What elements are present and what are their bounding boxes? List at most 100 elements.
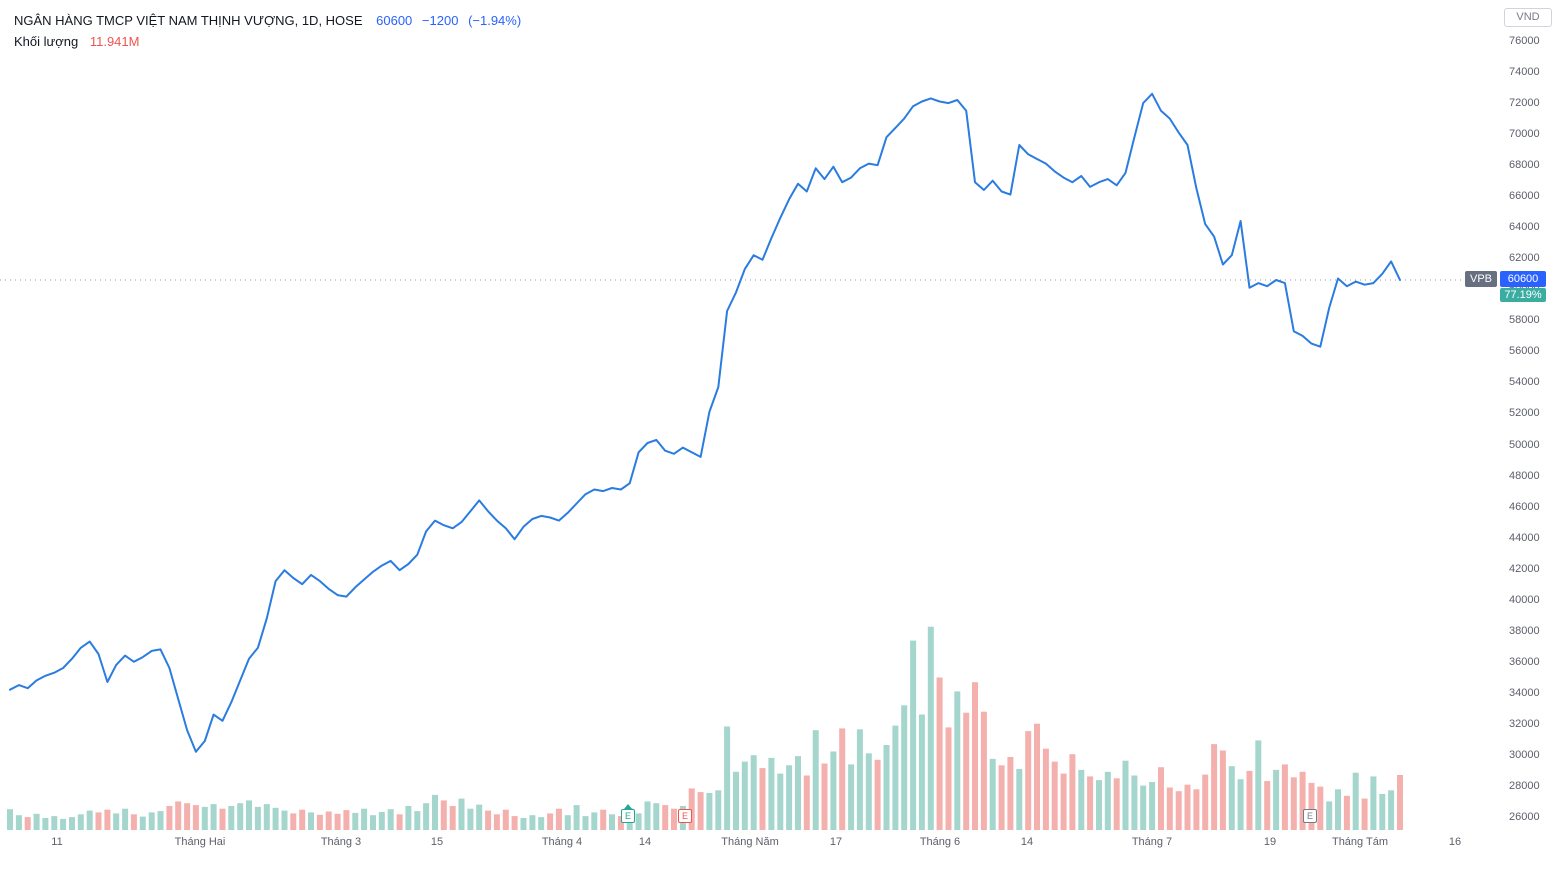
volume-bar xyxy=(308,812,314,830)
volume-bar xyxy=(1051,761,1058,830)
time-tick-label: 19 xyxy=(1263,836,1277,848)
time-tick-label: Tháng 7 xyxy=(1131,836,1173,848)
volume-bar xyxy=(1113,778,1120,830)
volume-bar xyxy=(573,805,580,830)
volume-bar xyxy=(901,705,908,830)
earnings-marker-neutral[interactable]: E xyxy=(1303,809,1317,823)
price-change: −1200 xyxy=(421,13,459,28)
volume-bar xyxy=(963,712,970,830)
price-tick-label: 28000 xyxy=(1509,780,1540,792)
volume-bar xyxy=(918,714,925,830)
earnings-marker-up[interactable]: E xyxy=(621,804,635,823)
earnings-marker-down[interactable]: E xyxy=(678,809,692,823)
volume-bar xyxy=(1211,744,1218,830)
volume-indicator-label[interactable]: Khối lượng xyxy=(14,34,79,49)
volume-bar xyxy=(786,765,793,830)
volume-bar xyxy=(175,801,182,830)
volume-bar xyxy=(476,804,483,830)
symbol-title[interactable]: NGÂN HÀNG TMCP VIỆT NAM THỊNH VƯỢNG, 1D,… xyxy=(14,13,363,28)
volume-bar xyxy=(1042,748,1049,830)
volume-bar xyxy=(122,808,129,830)
volume-bar xyxy=(192,805,199,830)
volume-bar xyxy=(1326,801,1333,830)
volume-bar xyxy=(927,626,934,830)
volume-bar xyxy=(582,816,589,830)
volume-bar xyxy=(1149,782,1156,830)
time-tick-label: 15 xyxy=(430,836,444,848)
price-tick-label: 52000 xyxy=(1509,407,1540,419)
price-tick-label: 42000 xyxy=(1509,563,1540,575)
volume-bar xyxy=(1078,769,1085,830)
volume-bar xyxy=(219,808,226,830)
volume-bar xyxy=(724,726,731,830)
volume-bar xyxy=(387,809,394,830)
volume-bar xyxy=(768,757,775,830)
volume-bar xyxy=(449,806,456,830)
volume-bar xyxy=(910,640,917,830)
price-tick-label: 70000 xyxy=(1509,128,1540,140)
price-tick-label: 66000 xyxy=(1509,190,1540,202)
volume-bar xyxy=(759,768,766,830)
volume-bar xyxy=(980,711,987,830)
volume-bar xyxy=(184,803,191,830)
volume-bar xyxy=(1060,773,1067,830)
change-percent-chip: 77.19% xyxy=(1500,288,1546,302)
time-tick-label: 16 xyxy=(1448,836,1462,848)
volume-bar xyxy=(228,806,235,830)
volume-bar xyxy=(378,812,385,830)
price-tick-label: 72000 xyxy=(1509,97,1540,109)
volume-bar xyxy=(564,815,571,830)
volume-bar xyxy=(33,813,40,830)
price-tick-label: 38000 xyxy=(1509,625,1540,637)
volume-bar xyxy=(1131,775,1138,830)
volume-bar xyxy=(538,817,545,830)
volume-bar xyxy=(839,728,846,830)
volume-bar xyxy=(1140,785,1147,830)
currency-chip[interactable]: VND xyxy=(1504,8,1552,27)
volume-bar xyxy=(485,810,492,830)
volume-bar xyxy=(1255,740,1262,830)
volume-bar xyxy=(24,817,31,830)
price-tick-label: 74000 xyxy=(1509,66,1540,78)
volume-bar xyxy=(361,808,368,830)
volume-bar xyxy=(432,794,438,830)
price-tick-label: 64000 xyxy=(1509,221,1540,233)
symbol-chip: VPB xyxy=(1464,271,1497,287)
volume-bar xyxy=(1361,798,1368,830)
volume-bar xyxy=(750,755,757,830)
volume-bar xyxy=(697,792,704,830)
price-tick-label: 26000 xyxy=(1509,811,1540,823)
volume-bar xyxy=(210,804,217,830)
volume-bar xyxy=(272,807,279,830)
volume-bar xyxy=(511,816,518,830)
volume-bar xyxy=(139,816,146,830)
time-tick-label: Tháng Tám xyxy=(1331,836,1389,848)
volume-bar xyxy=(299,809,306,830)
volume-bar xyxy=(77,814,84,830)
volume-bar xyxy=(1219,750,1226,830)
volume-bar xyxy=(104,809,111,830)
volume-bar xyxy=(1202,774,1209,830)
time-tick-label: Tháng 4 xyxy=(541,836,583,848)
price-tick-label: 54000 xyxy=(1509,376,1540,388)
volume-bar xyxy=(936,677,943,830)
volume-bar xyxy=(1352,772,1359,830)
volume-bar xyxy=(555,808,562,830)
price-chip: 60600 xyxy=(1500,271,1546,287)
volume-bar xyxy=(1104,771,1111,830)
volume-bar xyxy=(547,813,554,830)
volume-bar xyxy=(51,816,58,830)
volume-bar xyxy=(325,811,332,830)
price-tick-label: 76000 xyxy=(1509,35,1540,47)
volume-bar xyxy=(1370,776,1377,830)
price-tick-label: 68000 xyxy=(1509,159,1540,171)
volume-bar xyxy=(263,804,270,830)
volume-bar xyxy=(609,814,615,830)
time-tick-label: Tháng 3 xyxy=(320,836,362,848)
volume-bar xyxy=(440,800,447,830)
price-tick-label: 46000 xyxy=(1509,501,1540,513)
volume-bar xyxy=(945,727,952,830)
earnings-arrow-icon xyxy=(624,804,632,809)
price-tick-label: 50000 xyxy=(1509,439,1540,451)
